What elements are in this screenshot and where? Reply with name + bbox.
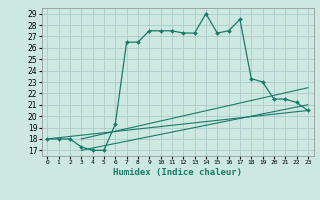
X-axis label: Humidex (Indice chaleur): Humidex (Indice chaleur) xyxy=(113,168,242,177)
